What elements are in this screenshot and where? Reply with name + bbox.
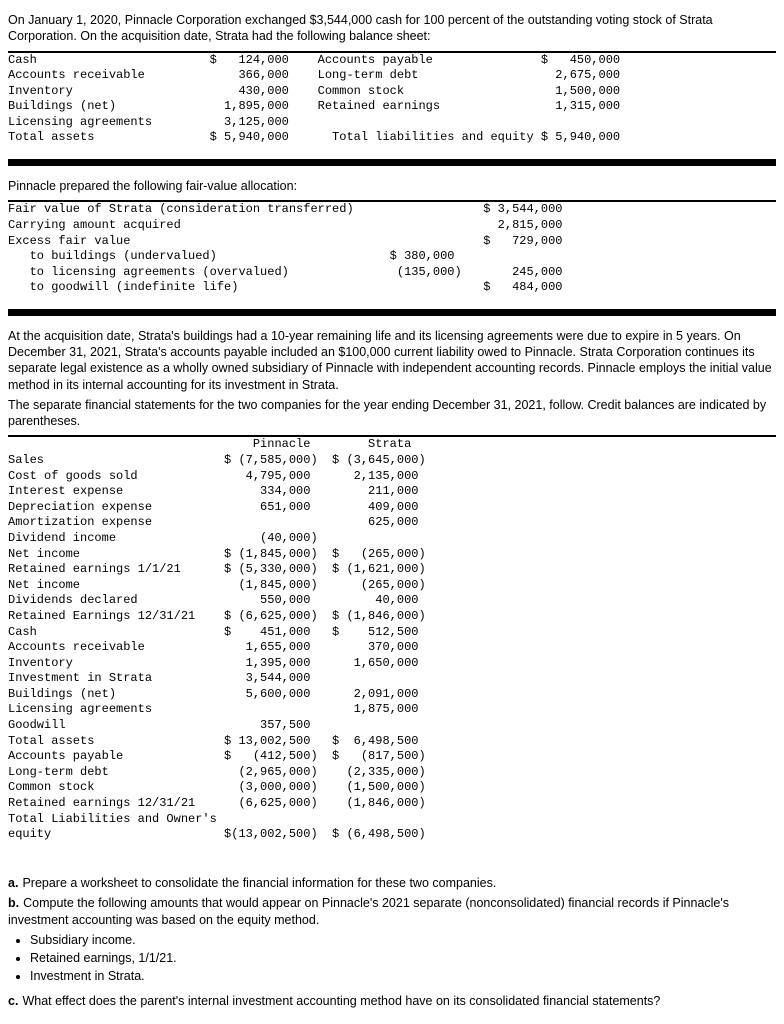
table-row: Accounts receivable 1,655,000 370,000 [8, 640, 776, 656]
question-a: a. Prepare a worksheet to consolidate the… [8, 875, 776, 891]
table-row: to licensing agreements (overvalued) (13… [8, 265, 776, 281]
table-row: Excess fair value $ 729,000 [8, 234, 776, 250]
table-row: Total assets $ 5,940,000 Total liabiliti… [8, 130, 776, 146]
list-item: Subsidiary income. [30, 932, 776, 948]
table-row: Licensing agreements 1,875,000 [8, 702, 776, 718]
table-row: Investment in Strata 3,544,000 [8, 671, 776, 687]
question-c-text: What effect does the parent's internal i… [22, 994, 660, 1008]
table-row: Carrying amount acquired 2,815,000 [8, 218, 776, 234]
question-b: b.Compute the following amounts that wou… [8, 895, 776, 928]
table-row: Cash $ 451,000 $ 512,500 [8, 625, 776, 641]
table-row: Accounts payable $ (412,500) $ (817,500) [8, 749, 776, 765]
table-row: Common stock (3,000,000) (1,500,000) [8, 780, 776, 796]
table-row: Net income $ (1,845,000) $ (265,000) [8, 547, 776, 563]
table-row: Fair value of Strata (consideration tran… [8, 202, 776, 218]
question-b-text: Compute the following amounts that would… [8, 896, 729, 926]
financial-statements-table: Pinnacle Strata Sales $ (7,585,000) $ (3… [8, 435, 776, 842]
table-row: Dividend income (40,000) [8, 531, 776, 547]
intro-text: On January 1, 2020, Pinnacle Corporation… [8, 12, 776, 45]
table-row: to goodwill (indefinite life) $ 484,000 [8, 280, 776, 296]
list-item: Investment in Strata. [30, 968, 776, 984]
question-b-label: b. [8, 896, 19, 910]
question-a-label: a. [8, 876, 18, 890]
mid-para-1: At the acquisition date, Strata's buildi… [8, 328, 776, 393]
table-row: Amortization expense 625,000 [8, 515, 776, 531]
table-row: Retained Earnings 12/31/21 $ (6,625,000)… [8, 609, 776, 625]
divider [8, 304, 776, 316]
table-row: Accounts receivable 366,000 Long-term de… [8, 68, 776, 84]
divider [8, 154, 776, 166]
table-row: to buildings (undervalued) $ 380,000 [8, 249, 776, 265]
table-row: Licensing agreements 3,125,000 [8, 115, 776, 131]
table-row: Long-term debt (2,965,000) (2,335,000) [8, 765, 776, 781]
table-row: Sales $ (7,585,000) $ (3,645,000) [8, 453, 776, 469]
question-c: c. What effect does the parent's internal… [8, 993, 776, 1009]
table-row: Net income (1,845,000) (265,000) [8, 578, 776, 594]
table-row: Cost of goods sold 4,795,000 2,135,000 [8, 469, 776, 485]
table-row: Total Liabilities and Owner's equity $(1… [8, 812, 776, 843]
table-row: Inventory 430,000 Common stock 1,500,000 [8, 84, 776, 100]
table-row: Depreciation expense 651,000 409,000 [8, 500, 776, 516]
list-item: Retained earnings, 1/1/21. [30, 950, 776, 966]
table-row: Interest expense 334,000 211,000 [8, 484, 776, 500]
table-row: Inventory 1,395,000 1,650,000 [8, 656, 776, 672]
table-row: Dividends declared 550,000 40,000 [8, 593, 776, 609]
table-row: Retained earnings 12/31/21 (6,625,000) (… [8, 796, 776, 812]
question-a-text: Prepare a worksheet to consolidate the f… [22, 876, 496, 890]
question-b-list: Subsidiary income. Retained earnings, 1/… [30, 932, 776, 985]
question-c-label: c. [8, 994, 18, 1008]
table-row: Goodwill 357,500 [8, 718, 776, 734]
table-row: Retained earnings 1/1/21 $ (5,330,000) $… [8, 562, 776, 578]
table-row: Buildings (net) 5,600,000 2,091,000 [8, 687, 776, 703]
fair-value-table: Fair value of Strata (consideration tran… [8, 200, 776, 316]
table-row: Total assets $ 13,002,500 $ 6,498,500 [8, 734, 776, 750]
table-header: Pinnacle Strata [8, 437, 776, 453]
balance-sheet-table: Cash $ 124,000 Accounts payable $ 450,00… [8, 51, 776, 167]
table-row: Buildings (net) 1,895,000 Retained earni… [8, 99, 776, 115]
mid-para-2: The separate financial statements for th… [8, 397, 776, 430]
fv-intro: Pinnacle prepared the following fair-val… [8, 178, 776, 194]
table-row: Cash $ 124,000 Accounts payable $ 450,00… [8, 53, 776, 69]
